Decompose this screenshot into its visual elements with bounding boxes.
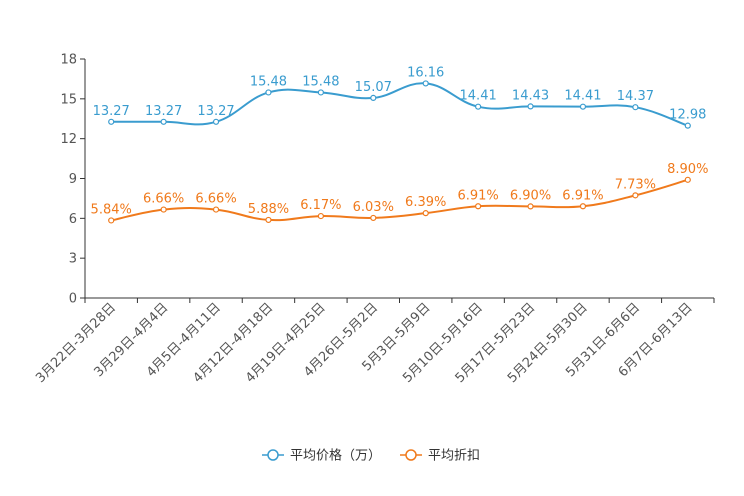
series-line	[111, 82, 689, 127]
data-point[interactable]	[527, 203, 534, 210]
y-tick-label: 6	[69, 212, 77, 227]
data-point[interactable]	[632, 104, 639, 111]
data-label: 6.90%	[510, 188, 551, 203]
series-1: 13.27 13.27 13.27 15.48 15.48 15.07 16.16 14.41…	[93, 65, 706, 129]
data-label: 14.37	[617, 89, 654, 104]
y-tick-label: 12	[60, 132, 77, 147]
chart-series: 13.27 13.27 13.27 15.48 15.48 15.07 16.16 14.41…	[91, 65, 708, 224]
y-tick-label: 9	[69, 172, 77, 187]
data-label: 16.16	[407, 65, 444, 80]
data-label: 13.27	[93, 104, 130, 119]
data-label: 15.48	[250, 74, 287, 89]
legend-item-2[interactable]: 平均折扣	[400, 449, 480, 464]
legend-marker-icon	[267, 449, 279, 461]
data-label: 6.17%	[300, 198, 341, 213]
data-label: 15.07	[355, 80, 392, 95]
data-point[interactable]	[579, 203, 587, 210]
data-label: 14.41	[460, 89, 497, 104]
data-point[interactable]	[160, 206, 167, 213]
data-point[interactable]	[475, 103, 482, 110]
data-point[interactable]	[108, 118, 115, 125]
legend-label: 平均价格（万）	[290, 448, 381, 464]
data-point[interactable]	[265, 216, 272, 224]
data-label: 12.98	[669, 108, 706, 123]
data-label: 8.90%	[667, 162, 708, 177]
y-tick-label: 3	[69, 252, 77, 267]
legend-item-1[interactable]: 平均价格（万）	[262, 448, 381, 464]
data-point[interactable]	[684, 176, 691, 183]
data-point[interactable]	[160, 118, 167, 125]
y-tick-label: 18	[60, 53, 77, 68]
legend-label: 平均折扣	[428, 449, 480, 464]
data-point[interactable]	[422, 210, 429, 217]
y-tick-label: 15	[60, 92, 77, 107]
series-line	[111, 178, 689, 222]
data-label: 14.43	[512, 88, 549, 103]
data-label: 15.48	[302, 74, 339, 89]
data-point[interactable]	[579, 103, 587, 110]
data-label: 13.27	[197, 104, 234, 119]
data-point[interactable]	[684, 122, 691, 129]
y-tick-label: 0	[69, 292, 77, 307]
data-label: 13.27	[145, 104, 182, 119]
data-label: 7.73%	[615, 177, 656, 192]
data-point[interactable]	[317, 212, 324, 220]
data-label: 14.41	[564, 89, 601, 104]
data-label: 6.91%	[562, 188, 603, 203]
chart-legend[interactable]: 平均价格（万） 平均折扣	[262, 448, 480, 464]
data-point[interactable]	[632, 192, 639, 199]
data-point[interactable]	[475, 203, 482, 210]
data-point[interactable]	[370, 94, 377, 102]
data-point[interactable]	[212, 206, 220, 213]
data-label: 6.66%	[143, 192, 184, 207]
data-label: 6.39%	[405, 195, 446, 210]
data-point[interactable]	[265, 89, 272, 96]
legend-marker-icon	[405, 449, 417, 461]
data-point[interactable]	[108, 217, 115, 224]
data-label: 5.88%	[248, 202, 289, 217]
series-2: 5.84% 6.66% 6.66% 5.88% 6.17% 6.03% 6.39% 6.91%…	[91, 162, 708, 224]
data-point[interactable]	[317, 89, 324, 96]
data-point[interactable]	[527, 103, 534, 110]
data-label: 5.84%	[91, 202, 132, 217]
data-point[interactable]	[212, 118, 220, 125]
data-point[interactable]	[422, 80, 429, 87]
data-label: 6.03%	[353, 200, 394, 215]
data-point[interactable]	[370, 214, 377, 222]
data-label: 6.91%	[457, 188, 498, 203]
data-label: 6.66%	[195, 192, 236, 207]
